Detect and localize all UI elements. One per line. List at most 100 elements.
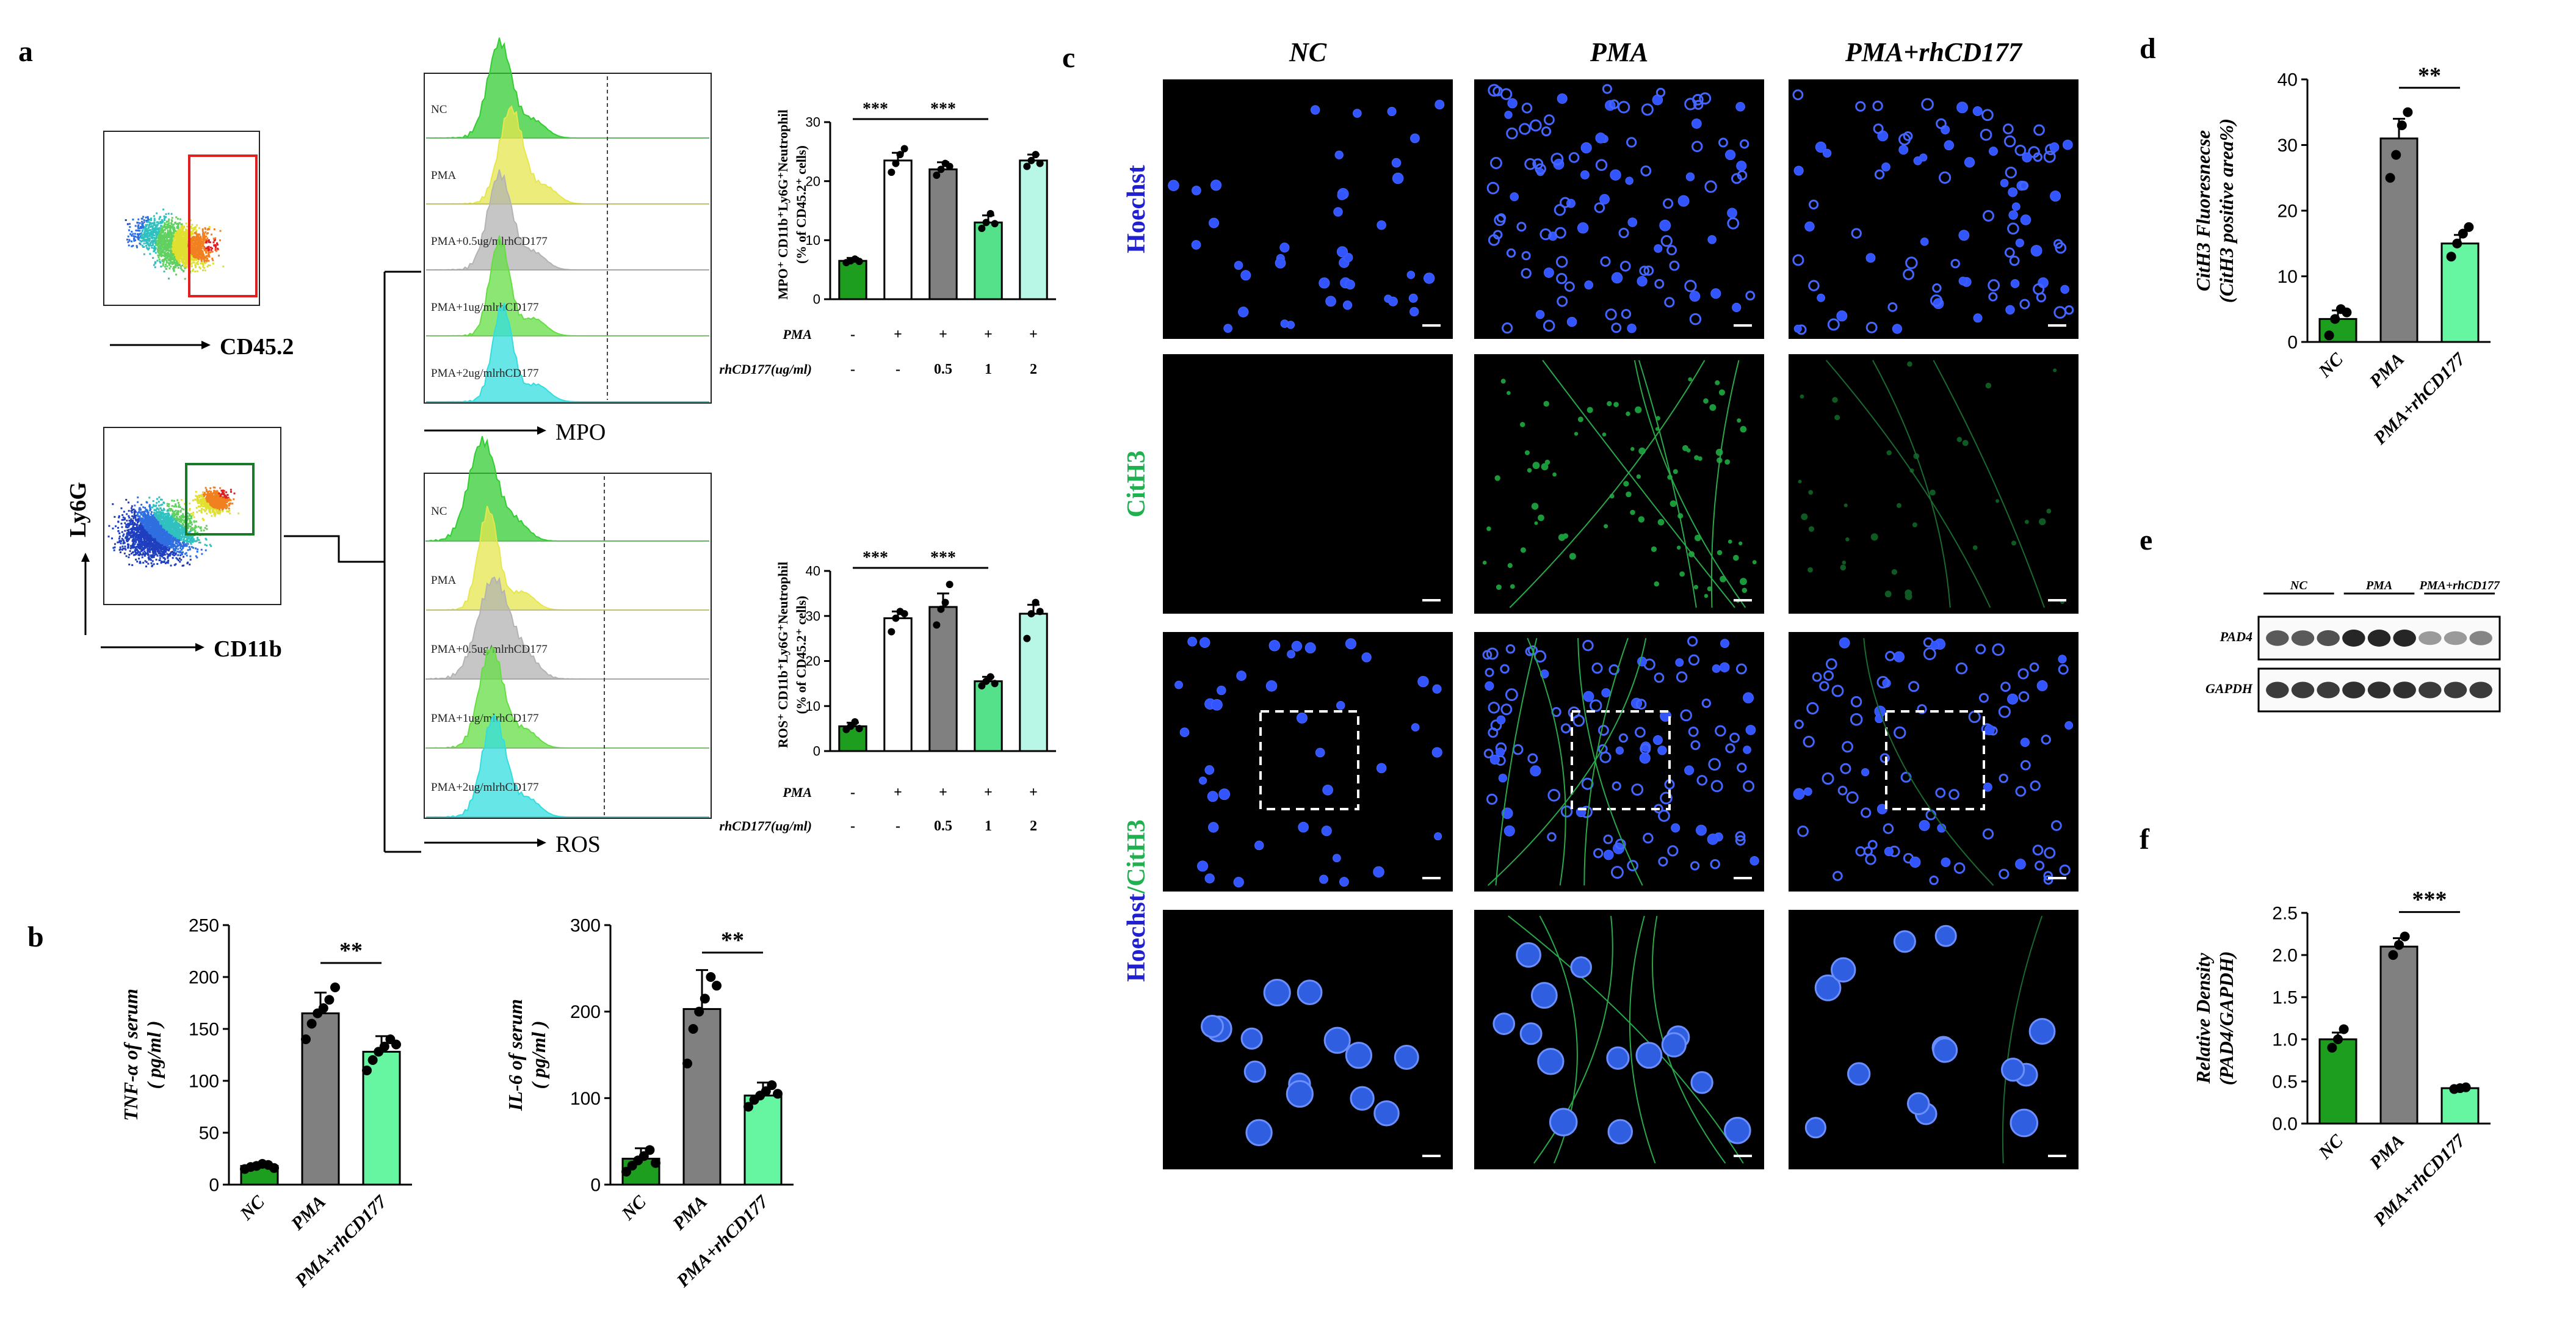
dot <box>212 263 214 265</box>
dot <box>183 254 185 256</box>
dot <box>143 545 146 547</box>
dot <box>173 256 176 258</box>
dot <box>198 539 200 541</box>
dot <box>144 513 147 515</box>
dot <box>141 244 143 247</box>
dot <box>148 542 150 545</box>
dot <box>170 238 173 241</box>
dot <box>131 532 134 534</box>
dot <box>172 242 175 245</box>
dot <box>179 550 181 553</box>
dot <box>131 230 133 233</box>
dot <box>166 252 168 254</box>
dot <box>118 540 121 542</box>
dot <box>126 539 128 542</box>
dot <box>154 547 156 550</box>
dot <box>150 219 153 222</box>
dot <box>164 257 167 260</box>
dot <box>176 252 179 254</box>
dot <box>128 534 131 536</box>
dot <box>179 554 182 556</box>
dot <box>178 222 181 224</box>
dot <box>197 233 199 236</box>
dot <box>161 251 164 253</box>
dot <box>151 565 153 567</box>
dot <box>181 269 183 271</box>
dot <box>142 562 145 564</box>
dot <box>150 520 153 522</box>
dot <box>145 565 148 568</box>
dot <box>206 528 208 530</box>
dot <box>147 216 149 218</box>
dot <box>141 531 143 533</box>
dot <box>198 496 201 499</box>
dot <box>125 219 127 222</box>
dot <box>169 230 172 232</box>
dot <box>155 559 157 561</box>
dot <box>134 551 137 553</box>
dot <box>168 260 170 262</box>
dot <box>201 553 203 555</box>
dot <box>153 247 155 250</box>
dot <box>126 534 128 536</box>
dot <box>136 512 139 514</box>
dot <box>164 253 166 256</box>
dot <box>175 552 177 554</box>
dot <box>153 556 155 558</box>
dot <box>201 517 204 520</box>
dot <box>186 247 188 250</box>
dot <box>175 545 178 548</box>
dot <box>134 534 137 536</box>
dot <box>163 538 165 540</box>
dot <box>128 563 131 565</box>
dot <box>161 248 163 250</box>
dot <box>147 553 149 555</box>
dot <box>186 229 188 231</box>
dot <box>153 536 155 539</box>
dot <box>145 521 147 524</box>
dot <box>159 534 161 537</box>
dot <box>179 234 181 236</box>
dot <box>159 529 162 531</box>
dot <box>163 239 165 241</box>
dot <box>137 518 140 520</box>
dot <box>139 516 141 518</box>
dot <box>189 531 191 533</box>
dot <box>133 239 136 242</box>
dot <box>132 233 134 235</box>
dot <box>159 538 161 540</box>
dot <box>130 552 132 554</box>
dot <box>207 254 209 256</box>
dot <box>204 549 207 551</box>
dot <box>139 239 142 242</box>
dot <box>170 253 172 255</box>
dot <box>203 267 206 269</box>
dot <box>152 242 154 244</box>
dot <box>159 241 162 243</box>
dot <box>164 241 166 244</box>
dot <box>159 260 161 263</box>
dot <box>172 262 175 264</box>
dot <box>171 261 173 263</box>
dot <box>175 245 178 247</box>
dot <box>160 525 162 527</box>
dot <box>184 239 186 241</box>
dot <box>120 507 123 509</box>
dot <box>128 531 130 533</box>
dot <box>156 248 159 250</box>
dot <box>181 526 183 528</box>
dot <box>136 245 138 247</box>
dot <box>182 524 184 526</box>
dot <box>173 226 175 228</box>
dot <box>185 266 187 269</box>
dot <box>118 516 120 518</box>
dot <box>198 541 200 543</box>
dot <box>178 247 181 249</box>
dot <box>143 234 146 237</box>
dot <box>164 266 167 268</box>
dot <box>187 537 190 540</box>
dot <box>110 537 113 540</box>
dot <box>158 496 161 498</box>
dot <box>220 490 223 492</box>
dot <box>153 521 155 524</box>
